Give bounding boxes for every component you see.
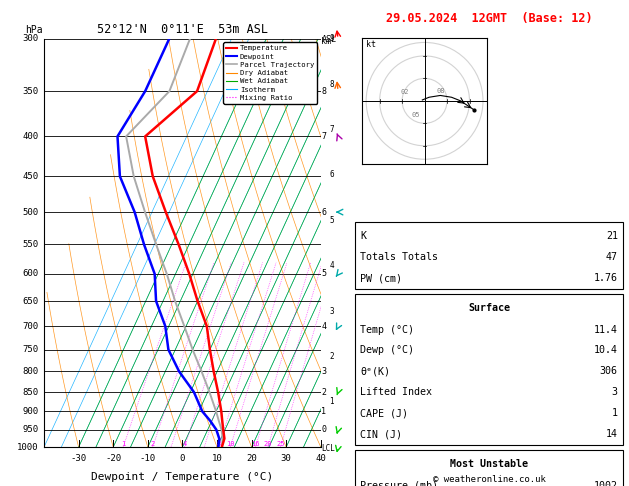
Text: CIN (J): CIN (J) xyxy=(360,429,403,439)
Text: Most Unstable: Most Unstable xyxy=(450,459,528,469)
Text: -10: -10 xyxy=(140,454,156,463)
Text: 5: 5 xyxy=(321,269,326,278)
Text: 400: 400 xyxy=(23,132,38,141)
Text: 40: 40 xyxy=(315,454,326,463)
Text: 2: 2 xyxy=(330,352,334,361)
Text: 02: 02 xyxy=(400,89,409,95)
Text: 1: 1 xyxy=(330,397,334,406)
Text: 7: 7 xyxy=(321,132,326,141)
Text: 1: 1 xyxy=(121,441,125,447)
Text: 550: 550 xyxy=(23,240,38,249)
Text: 6: 6 xyxy=(330,171,334,179)
Bar xyxy=(355,294,623,445)
Text: 29.05.2024  12GMT  (Base: 12): 29.05.2024 12GMT (Base: 12) xyxy=(386,12,593,25)
Text: 8: 8 xyxy=(216,441,221,447)
Text: Surface: Surface xyxy=(468,303,510,312)
Text: 20: 20 xyxy=(264,441,272,447)
Text: 10: 10 xyxy=(211,454,223,463)
Text: 900: 900 xyxy=(23,407,38,416)
Bar xyxy=(355,222,623,289)
Text: 7: 7 xyxy=(330,125,334,134)
Text: 2: 2 xyxy=(321,387,326,397)
Text: 4: 4 xyxy=(182,441,187,447)
Text: -20: -20 xyxy=(105,454,121,463)
Text: 306: 306 xyxy=(600,366,618,376)
Legend: Temperature, Dewpoint, Parcel Trajectory, Dry Adiabat, Wet Adiabat, Isotherm, Mi: Temperature, Dewpoint, Parcel Trajectory… xyxy=(223,42,317,104)
Text: © weatheronline.co.uk: © weatheronline.co.uk xyxy=(433,474,545,484)
Text: 6: 6 xyxy=(321,208,326,217)
Text: 3: 3 xyxy=(321,367,326,376)
Text: 1000: 1000 xyxy=(17,443,38,451)
Text: 1: 1 xyxy=(321,407,326,416)
Text: 10: 10 xyxy=(226,441,235,447)
Text: 11.4: 11.4 xyxy=(594,325,618,334)
Text: 950: 950 xyxy=(23,425,38,434)
Text: 2: 2 xyxy=(150,441,155,447)
Text: 1002: 1002 xyxy=(594,481,618,486)
Text: 08: 08 xyxy=(436,88,445,94)
Text: -30: -30 xyxy=(70,454,87,463)
Text: 20: 20 xyxy=(246,454,257,463)
Text: 650: 650 xyxy=(23,296,38,306)
Text: 1: 1 xyxy=(612,408,618,418)
Bar xyxy=(355,450,623,486)
Text: 8: 8 xyxy=(330,80,334,89)
Text: Dewpoint / Temperature (°C): Dewpoint / Temperature (°C) xyxy=(91,471,274,482)
Text: 850: 850 xyxy=(23,387,38,397)
Text: 700: 700 xyxy=(23,322,38,330)
Text: 450: 450 xyxy=(23,172,38,181)
Text: 600: 600 xyxy=(23,269,38,278)
Text: Temp (°C): Temp (°C) xyxy=(360,325,415,334)
Text: K: K xyxy=(360,231,366,241)
Text: kt: kt xyxy=(366,40,376,49)
Text: 3: 3 xyxy=(612,387,618,397)
Text: km: km xyxy=(321,36,331,46)
Text: 4: 4 xyxy=(321,322,326,330)
Text: 21: 21 xyxy=(606,231,618,241)
Text: 14: 14 xyxy=(606,429,618,439)
Text: θᵉ(K): θᵉ(K) xyxy=(360,366,390,376)
Text: 47: 47 xyxy=(606,252,618,262)
Text: Pressure (mb): Pressure (mb) xyxy=(360,481,438,486)
Text: Lifted Index: Lifted Index xyxy=(360,387,432,397)
Text: 05: 05 xyxy=(411,112,420,118)
Text: 10.4: 10.4 xyxy=(594,346,618,355)
Text: 750: 750 xyxy=(23,345,38,354)
Text: 5: 5 xyxy=(330,216,334,225)
Text: 25: 25 xyxy=(276,441,285,447)
Text: 8: 8 xyxy=(321,87,326,96)
Text: 16: 16 xyxy=(252,441,260,447)
Text: 350: 350 xyxy=(23,87,38,96)
Text: ASL: ASL xyxy=(321,35,337,45)
Text: 3: 3 xyxy=(330,307,334,315)
Text: 500: 500 xyxy=(23,208,38,217)
Text: 4: 4 xyxy=(330,261,334,270)
Text: 1.76: 1.76 xyxy=(594,273,618,283)
Text: 0: 0 xyxy=(321,425,326,434)
Text: 0: 0 xyxy=(180,454,185,463)
Title: 52°12'N  0°11'E  53m ASL: 52°12'N 0°11'E 53m ASL xyxy=(97,23,268,36)
Text: 30: 30 xyxy=(281,454,292,463)
Text: Totals Totals: Totals Totals xyxy=(360,252,438,262)
Text: CAPE (J): CAPE (J) xyxy=(360,408,408,418)
Text: 800: 800 xyxy=(23,367,38,376)
Text: Dewp (°C): Dewp (°C) xyxy=(360,346,415,355)
Text: hPa: hPa xyxy=(25,25,42,35)
Text: 300: 300 xyxy=(23,35,38,43)
Text: LCL: LCL xyxy=(321,444,335,453)
Text: 9: 9 xyxy=(330,35,334,43)
Text: PW (cm): PW (cm) xyxy=(360,273,403,283)
